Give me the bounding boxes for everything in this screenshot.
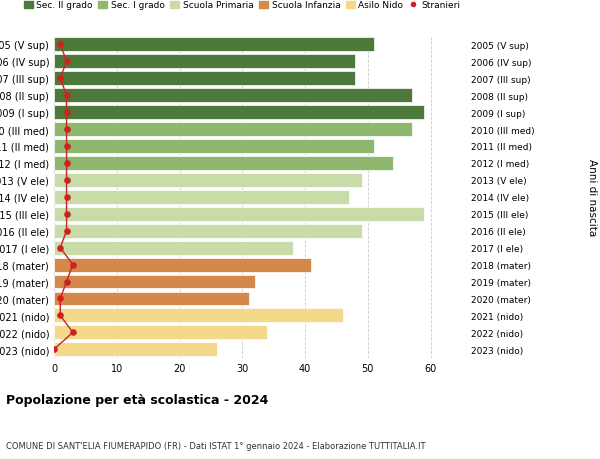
Bar [54, 106, 424, 120]
Point [55, 312, 65, 319]
Point [55, 75, 65, 83]
Bar [54, 72, 355, 86]
Text: Popolazione per età scolastica - 2024: Popolazione per età scolastica - 2024 [6, 393, 268, 406]
Point [62, 278, 71, 285]
Text: Anni di nascita: Anni di nascita [587, 159, 597, 236]
Legend: Sec. II grado, Sec. I grado, Scuola Primaria, Scuola Infanzia, Asilo Nido, Stran: Sec. II grado, Sec. I grado, Scuola Prim… [22, 0, 462, 12]
Bar [54, 89, 412, 103]
Point [62, 143, 71, 150]
Point [55, 41, 65, 49]
Point [62, 211, 71, 218]
Point [68, 261, 77, 269]
Point [49, 346, 59, 353]
Bar [54, 326, 268, 340]
Point [62, 92, 71, 100]
Point [55, 295, 65, 302]
Bar [54, 123, 412, 137]
Point [62, 126, 71, 134]
Bar [54, 292, 248, 306]
Bar [54, 275, 255, 289]
Point [55, 245, 65, 252]
Bar [54, 258, 311, 272]
Point [62, 228, 71, 235]
Point [62, 160, 71, 167]
Point [62, 58, 71, 66]
Text: COMUNE DI SANT'ELIA FIUMERAPIDO (FR) - Dati ISTAT 1° gennaio 2024 - Elaborazione: COMUNE DI SANT'ELIA FIUMERAPIDO (FR) - D… [6, 441, 425, 450]
Bar [54, 174, 362, 187]
Bar [54, 342, 217, 357]
Bar [54, 157, 393, 170]
Point [68, 329, 77, 336]
Point [62, 109, 71, 117]
Bar [54, 55, 355, 69]
Bar [54, 241, 293, 255]
Point [62, 194, 71, 201]
Bar [54, 190, 349, 204]
Bar [54, 140, 374, 154]
Bar [54, 224, 362, 238]
Bar [54, 309, 343, 323]
Point [62, 177, 71, 184]
Bar [54, 207, 424, 221]
Bar [54, 38, 374, 52]
